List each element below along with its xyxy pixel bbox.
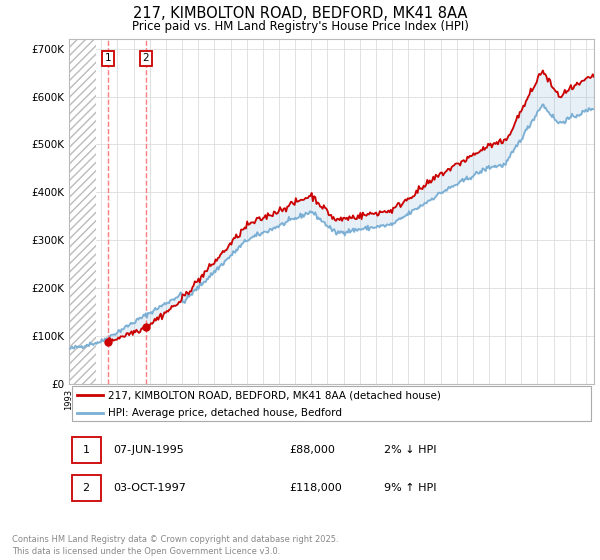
Text: £88,000: £88,000 — [290, 445, 335, 455]
Text: 2: 2 — [83, 483, 89, 493]
Text: £118,000: £118,000 — [290, 483, 342, 493]
FancyBboxPatch shape — [71, 386, 592, 421]
Text: 07-JUN-1995: 07-JUN-1995 — [113, 445, 184, 455]
Text: 1: 1 — [105, 53, 112, 63]
Text: 217, KIMBOLTON ROAD, BEDFORD, MK41 8AA: 217, KIMBOLTON ROAD, BEDFORD, MK41 8AA — [133, 6, 467, 21]
Text: 2: 2 — [142, 53, 149, 63]
Text: Price paid vs. HM Land Registry's House Price Index (HPI): Price paid vs. HM Land Registry's House … — [131, 20, 469, 32]
Text: 217, KIMBOLTON ROAD, BEDFORD, MK41 8AA (detached house): 217, KIMBOLTON ROAD, BEDFORD, MK41 8AA (… — [109, 390, 441, 400]
Bar — [69, 39, 97, 384]
FancyBboxPatch shape — [71, 437, 101, 463]
Text: 1: 1 — [83, 445, 89, 455]
Text: 03-OCT-1997: 03-OCT-1997 — [113, 483, 187, 493]
Text: HPI: Average price, detached house, Bedford: HPI: Average price, detached house, Bedf… — [109, 408, 343, 418]
Text: Contains HM Land Registry data © Crown copyright and database right 2025.
This d: Contains HM Land Registry data © Crown c… — [12, 535, 338, 556]
FancyBboxPatch shape — [71, 475, 101, 501]
Text: 2% ↓ HPI: 2% ↓ HPI — [384, 445, 437, 455]
Text: 9% ↑ HPI: 9% ↑ HPI — [384, 483, 437, 493]
